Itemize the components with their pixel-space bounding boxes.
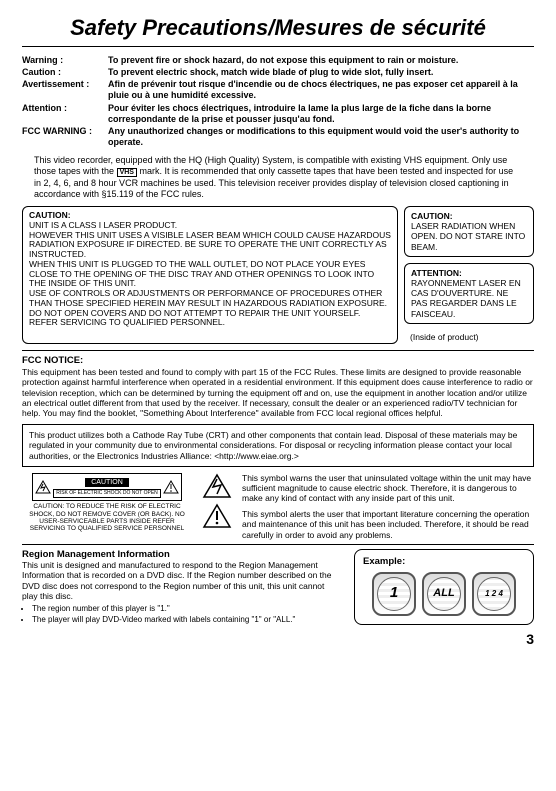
caution-mini: RISK OF ELECTRIC SHOCK DO NOT OPEN [53, 489, 161, 498]
region-bullet: The player will play DVD-Video marked wi… [32, 615, 340, 625]
caution-badge: CAUTION [85, 478, 129, 488]
lead-disposal-box: This product utilizes both a Cathode Ray… [22, 424, 534, 467]
globe-number: 1 2 4 [477, 577, 511, 611]
fcc-notice: FCC NOTICE: This equipment has been test… [22, 355, 534, 418]
globe-number: 1 [377, 577, 411, 611]
symbol1-text: This symbol warns the user that uninsula… [242, 473, 534, 504]
symbol-icons-col [202, 473, 232, 529]
caution-box-laser-fr: ATTENTION: RAYONNEMENT LASER EN CAS D'OU… [404, 263, 534, 324]
caution-plate-text: CAUTION: TO REDUCE THE RISK OF ELECTRIC … [22, 503, 192, 532]
fcc-heading: FCC NOTICE: [22, 355, 534, 367]
symbol-explanation-row: CAUTION RISK OF ELECTRIC SHOCK DO NOT OP… [22, 473, 534, 540]
region-globe-icon: 1 [372, 572, 416, 616]
globe-row: 1 ALL 1 2 4 [363, 572, 525, 616]
caution-plate: CAUTION RISK OF ELECTRIC SHOCK DO NOT OP… [22, 473, 192, 532]
exclaim-triangle-icon [163, 480, 179, 494]
page-title: Safety Precautions/Mesures de sécurité [22, 14, 534, 42]
warning-label: Caution : [22, 67, 108, 78]
caution-right-col: CAUTION: LASER RADIATION WHEN OPEN. DO N… [404, 206, 534, 344]
caution-r2-heading: ATTENTION: [411, 268, 527, 278]
warning-label: FCC WARNING : [22, 126, 108, 149]
vhs-mark-icon: VHS [117, 168, 137, 177]
caution-body: UNIT IS A CLASS I LASER PRODUCT. HOWEVER… [29, 221, 391, 328]
warning-label: Attention : [22, 103, 108, 126]
symbol-text-col: This symbol warns the user that uninsula… [242, 473, 534, 540]
region-example-box: Example: 1 ALL 1 2 4 [354, 549, 534, 625]
region-globe-icon: ALL [422, 572, 466, 616]
shock-triangle-icon [202, 473, 232, 499]
warning-text: To prevent electric shock, match wide bl… [108, 67, 534, 78]
fcc-body: This equipment has been tested and found… [22, 367, 534, 418]
caution-box-main: CAUTION: UNIT IS A CLASS I LASER PRODUCT… [22, 206, 398, 344]
region-bullets: The region number of this player is "1."… [32, 604, 340, 624]
page-number: 3 [22, 631, 534, 649]
region-heading: Region Management Information [22, 549, 340, 560]
caution-r2-body: RAYONNEMENT LASER EN CAS D'OUVERTURE. NE… [411, 278, 527, 319]
warning-text: Pour éviter les chocs électriques, intro… [108, 103, 534, 126]
region-bullet: The region number of this player is "1." [32, 604, 340, 614]
divider [22, 544, 534, 545]
warning-label: Warning : [22, 55, 108, 66]
exclaim-triangle-icon [202, 503, 232, 529]
caution-r1-body: LASER RADIATION WHEN OPEN. DO NOT STARE … [411, 221, 527, 252]
caution-box-laser-en: CAUTION: LASER RADIATION WHEN OPEN. DO N… [404, 206, 534, 257]
divider [22, 350, 534, 351]
caution-boxes-row: CAUTION: UNIT IS A CLASS I LASER PRODUCT… [22, 206, 534, 344]
region-globe-icon: 1 2 4 [472, 572, 516, 616]
warnings-block: Warning :To prevent fire or shock hazard… [22, 55, 534, 149]
title-rule [22, 46, 534, 47]
warning-label: Avertissement : [22, 79, 108, 102]
warning-text: Any unauthorized changes or modification… [108, 126, 534, 149]
example-label: Example: [363, 556, 525, 568]
shock-triangle-icon [35, 480, 51, 494]
caution-r1-heading: CAUTION: [411, 211, 527, 221]
symbol2-text: This symbol alerts the user that importa… [242, 509, 534, 540]
region-body: This unit is designed and manufactured t… [22, 560, 340, 601]
vhs-paragraph: This video recorder, equipped with the H… [34, 155, 522, 201]
region-row: Region Management Information This unit … [22, 549, 534, 625]
globe-number: ALL [427, 577, 461, 611]
region-info: Region Management Information This unit … [22, 549, 340, 625]
warning-text: Afin de prévenir tout risque d'incendie … [108, 79, 534, 102]
warning-text: To prevent fire or shock hazard, do not … [108, 55, 534, 66]
inside-product-label: (Inside of product) [404, 330, 534, 345]
